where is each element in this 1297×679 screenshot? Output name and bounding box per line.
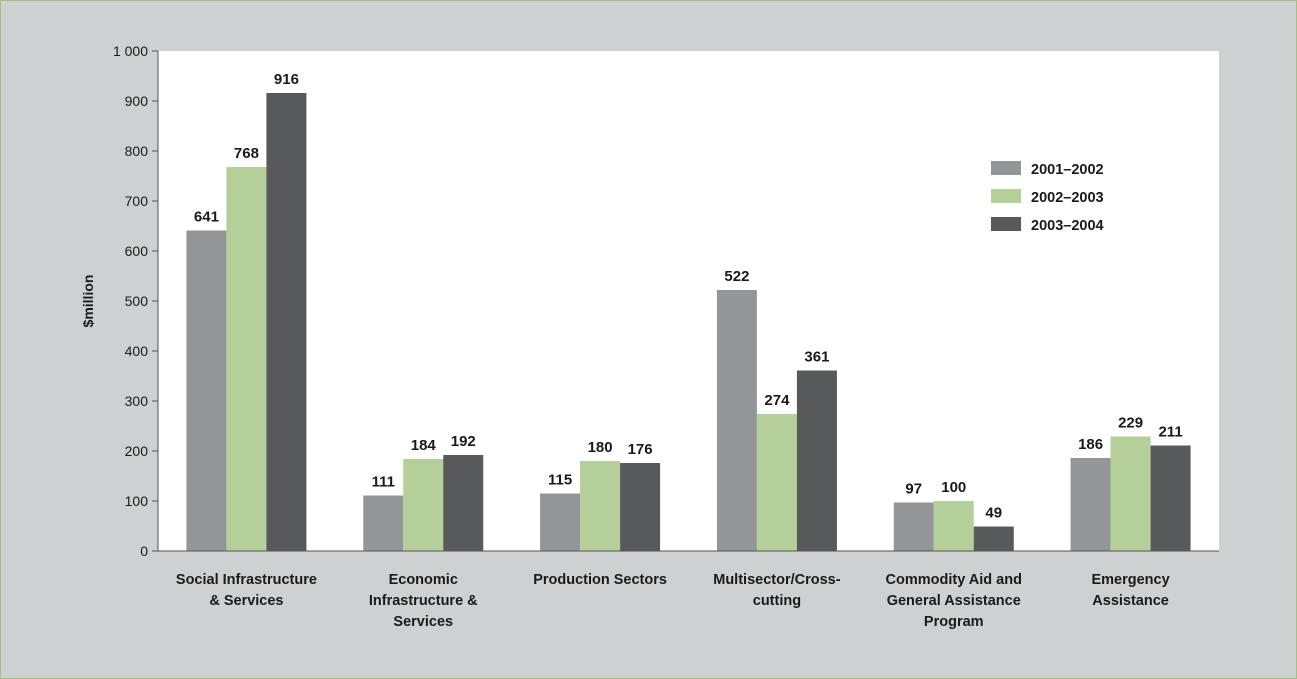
category-label: Social Infrastructure — [176, 572, 317, 588]
y-ticks: 0 100 200 300 400 500 600 700 800 900 1 000 — [113, 43, 158, 559]
plot-area — [158, 51, 1219, 551]
legend: 2001–2002 2002–2003 2003–2004 — [991, 161, 1104, 234]
category-label: cutting — [753, 593, 801, 609]
bar — [973, 526, 1014, 551]
data-label: 180 — [588, 439, 613, 456]
bar — [443, 455, 484, 551]
y-tick-label: 500 — [125, 293, 149, 309]
data-label: 361 — [804, 349, 829, 366]
bar — [796, 370, 837, 551]
legend-swatch — [991, 217, 1021, 231]
data-label: 916 — [274, 71, 299, 88]
data-label: 49 — [985, 505, 1002, 522]
category-label: General Assistance — [887, 593, 1021, 609]
y-tick-label: 200 — [125, 443, 149, 459]
data-label: 111 — [372, 474, 395, 491]
value-labels: 641 768 916 111 184 192 115 180 176 522 274 361 97 10… — [194, 71, 1183, 522]
y-tick-label: 800 — [125, 143, 149, 159]
data-label: 97 — [905, 481, 922, 498]
legend-label: 2003–2004 — [1031, 218, 1104, 234]
category-label: Economic — [389, 572, 458, 588]
bar — [266, 93, 307, 551]
y-tick-label: 100 — [125, 493, 149, 509]
category-label: Assistance — [1092, 593, 1169, 609]
bar — [893, 502, 934, 551]
category-label: Services — [393, 614, 453, 630]
data-label: 641 — [194, 209, 219, 226]
legend-label: 2002–2003 — [1031, 190, 1104, 206]
category-labels: Social Infrastructure & Services Economic I… — [176, 572, 1170, 630]
bar — [403, 459, 444, 551]
y-axis-title: $million — [80, 275, 96, 328]
bar — [226, 167, 267, 551]
y-tick-label: 400 — [125, 343, 149, 359]
bars — [186, 93, 1191, 551]
category-label: Multisector/Cross- — [713, 572, 840, 588]
category-label: Production Sectors — [533, 572, 667, 588]
data-label: 115 — [548, 472, 572, 489]
bar — [540, 493, 581, 551]
data-label: 522 — [724, 268, 749, 285]
data-label: 100 — [941, 479, 966, 496]
bar — [756, 414, 797, 551]
data-label: 192 — [451, 433, 476, 450]
y-tick-label: 1 000 — [113, 43, 148, 59]
y-tick-label: 700 — [125, 193, 149, 209]
y-tick-label: 300 — [125, 393, 149, 409]
category-label: & Services — [209, 593, 283, 609]
bar — [1150, 445, 1191, 551]
bar — [1070, 458, 1111, 551]
data-label: 229 — [1118, 415, 1143, 432]
bar — [933, 501, 974, 551]
data-label: 274 — [764, 392, 790, 409]
bar — [186, 230, 227, 551]
bar — [620, 463, 661, 551]
y-tick-label: 0 — [140, 543, 148, 559]
data-label: 768 — [234, 145, 259, 162]
data-label: 184 — [411, 437, 437, 454]
data-label: 186 — [1078, 436, 1103, 453]
category-label: Commodity Aid and — [886, 572, 1022, 588]
bar — [716, 290, 757, 551]
y-tick-label: 900 — [125, 93, 149, 109]
data-label: 176 — [628, 441, 653, 458]
category-label: Program — [924, 614, 984, 630]
legend-swatch — [991, 161, 1021, 175]
legend-label: 2001–2002 — [1031, 162, 1104, 178]
legend-swatch — [991, 189, 1021, 203]
bar — [363, 495, 404, 551]
category-label: Infrastructure & — [369, 593, 478, 609]
category-label: Emergency — [1091, 572, 1169, 588]
bar — [580, 461, 621, 551]
bar — [1110, 436, 1151, 551]
y-tick-label: 600 — [125, 243, 149, 259]
data-label: 211 — [1158, 424, 1182, 441]
